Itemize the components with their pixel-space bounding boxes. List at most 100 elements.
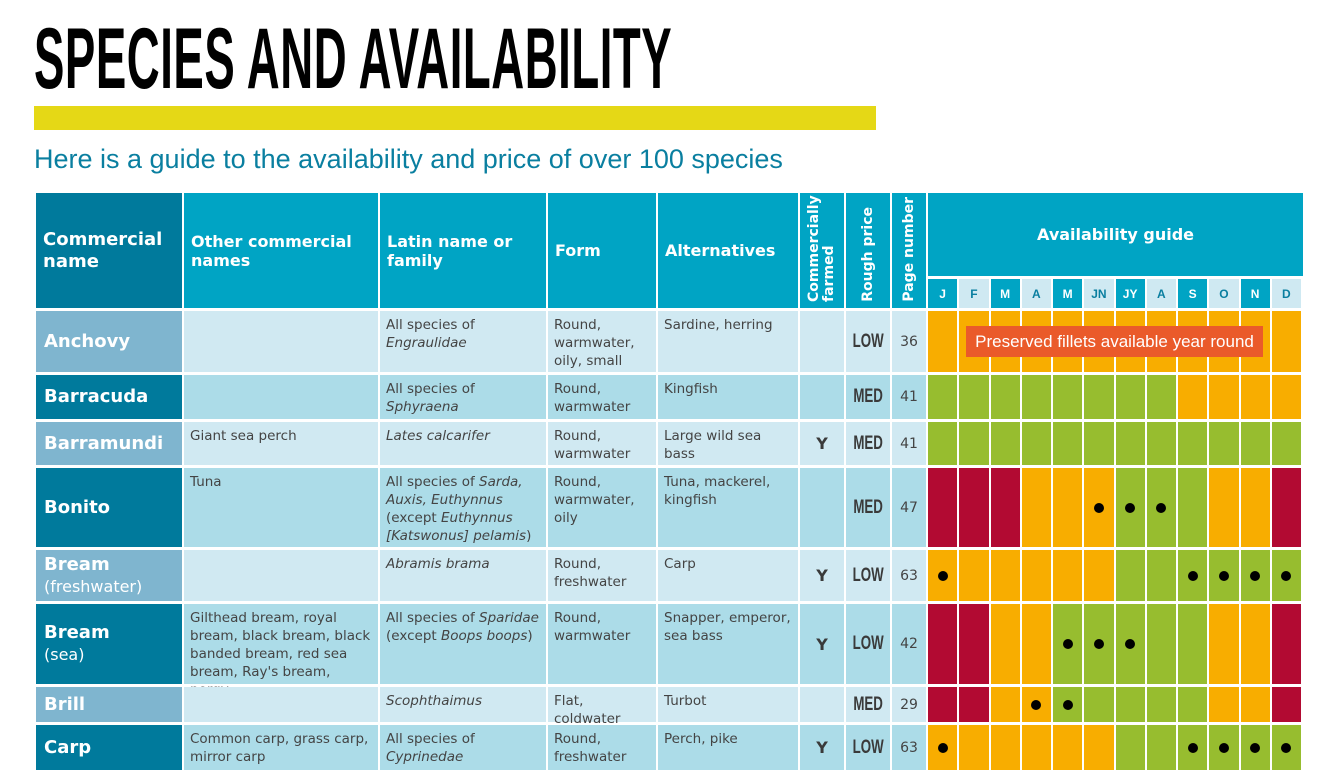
month-header-11: D bbox=[1271, 279, 1301, 308]
form-cell: Round, warmwater, oily bbox=[548, 468, 656, 547]
other-names-cell bbox=[184, 550, 378, 601]
availability-cell-JN bbox=[1084, 375, 1114, 419]
alternatives-cell: Large wild sea bass bbox=[658, 422, 798, 465]
availability-cell-A bbox=[1021, 468, 1051, 547]
month-header-7: A bbox=[1146, 279, 1176, 308]
availability-cell-F bbox=[959, 422, 989, 465]
availability-cell-F bbox=[959, 375, 989, 419]
availability-cell-M bbox=[990, 725, 1020, 770]
availability-cell-A bbox=[1146, 550, 1176, 601]
price-label: LOW bbox=[852, 564, 884, 586]
alternatives-cell: Snapper, emperor, sea bass bbox=[658, 604, 798, 684]
header-rough-price: Rough price bbox=[846, 193, 890, 308]
price-label: LOW bbox=[852, 330, 884, 352]
price-label: MED bbox=[853, 386, 883, 407]
availability-cell-D bbox=[1271, 550, 1301, 601]
peak-season-dot bbox=[1093, 502, 1104, 513]
availability-cell-N bbox=[1240, 604, 1270, 684]
availability-cell-D bbox=[1271, 725, 1301, 770]
other-names-cell: Common carp, grass carp, mirror carp bbox=[184, 725, 378, 770]
availability-cell-J bbox=[928, 468, 958, 547]
month-header-3: A bbox=[1021, 279, 1051, 308]
page-number-cell: 63 bbox=[892, 550, 926, 601]
alternatives-cell: Sardine, herring bbox=[658, 311, 798, 372]
price-label: MED bbox=[853, 432, 883, 454]
price-cell: LOW bbox=[846, 604, 890, 684]
peak-season-dot bbox=[937, 742, 948, 753]
availability-cell-A bbox=[1021, 550, 1051, 601]
availability-cell-A bbox=[1146, 687, 1176, 722]
header-commercial-name: Commercial name bbox=[36, 193, 182, 308]
form-cell: Round, freshwater bbox=[548, 550, 656, 601]
availability-cell-O bbox=[1209, 422, 1239, 465]
availability-cell-M bbox=[1053, 725, 1083, 770]
species-name: Brill bbox=[36, 687, 182, 722]
availability-cell-J bbox=[928, 375, 958, 419]
peak-season-dot bbox=[1031, 699, 1042, 710]
availability-cell-S bbox=[1178, 604, 1208, 684]
availability-cell-O bbox=[1209, 604, 1239, 684]
latin-name-cell: Abramis brama bbox=[380, 550, 546, 601]
header-commercially-farmed-label: Commercially farmed bbox=[806, 195, 837, 302]
availability-cell-J bbox=[928, 550, 958, 601]
latin-text: Sarda, Auxis, Euthynnus bbox=[386, 474, 523, 508]
other-names-cell: Gilthead bream, royal bream, black bream… bbox=[184, 604, 378, 698]
latin-text: (except bbox=[386, 628, 441, 644]
availability-cell-D bbox=[1271, 468, 1301, 547]
availability-cell-JN bbox=[1084, 687, 1114, 722]
availability-cell-JY bbox=[1115, 422, 1145, 465]
latin-text: Euthynnus [Katswonus] pelamis bbox=[386, 510, 527, 544]
availability-cell-J bbox=[928, 725, 958, 770]
peak-season-dot bbox=[1062, 639, 1073, 649]
latin-name-cell: All species of Engraulidae bbox=[380, 311, 546, 372]
availability-cell-N bbox=[1240, 422, 1270, 465]
availability-cell-M bbox=[1053, 375, 1083, 419]
species-name-label: Bonito bbox=[44, 496, 111, 518]
species-name-label: Bream bbox=[44, 553, 110, 575]
alternatives-cell: Tuna, mackerel, kingfish bbox=[658, 468, 798, 547]
price-label: MED bbox=[853, 693, 883, 715]
availability-cell-O bbox=[1209, 687, 1239, 722]
farmed-cell: Y bbox=[800, 725, 844, 770]
month-header-9: O bbox=[1209, 279, 1239, 308]
availability-cell-N bbox=[1240, 468, 1270, 547]
availability-cell-D bbox=[1271, 422, 1301, 465]
species-name: Bonito bbox=[36, 468, 182, 547]
alternatives-cell: Carp bbox=[658, 550, 798, 601]
species-name: Bream (freshwater) bbox=[36, 550, 182, 601]
latin-name-cell: All species of Sarda, Auxis, Euthynnus (… bbox=[380, 468, 546, 547]
latin-text: All species of bbox=[386, 381, 475, 397]
page-number-cell: 63 bbox=[892, 725, 926, 770]
availability-cell-JN bbox=[1084, 550, 1114, 601]
availability-cell-A bbox=[1146, 604, 1176, 684]
availability-cell-M bbox=[990, 550, 1020, 601]
availability-cell-S bbox=[1178, 422, 1208, 465]
peak-season-dot bbox=[1281, 570, 1292, 581]
month-header-8: S bbox=[1178, 279, 1208, 308]
availability-cell-F bbox=[959, 550, 989, 601]
latin-name-cell: Lates calcarifer bbox=[380, 422, 546, 465]
latin-text: Cyprinedae bbox=[386, 749, 464, 765]
peak-season-dot bbox=[1218, 570, 1229, 581]
availability-cell-M bbox=[1053, 604, 1083, 684]
page-number-cell: 42 bbox=[892, 604, 926, 684]
availability-cell-J bbox=[928, 687, 958, 722]
availability-cell-N bbox=[1240, 725, 1270, 770]
availability-cell-M bbox=[990, 687, 1020, 722]
latin-text: ) bbox=[527, 628, 533, 644]
other-names-cell: Tuna bbox=[184, 468, 378, 547]
availability-cell-O bbox=[1209, 375, 1239, 419]
availability-cell-JY bbox=[1115, 725, 1145, 770]
availability-cell-J bbox=[928, 422, 958, 465]
latin-text: All species of bbox=[386, 317, 475, 333]
other-names-cell bbox=[184, 311, 378, 372]
peak-season-dot bbox=[1250, 570, 1261, 581]
availability-note-banner: Preserved fillets available year round bbox=[966, 326, 1263, 357]
availability-cell-A bbox=[1146, 375, 1176, 419]
species-name-label: Barracuda bbox=[44, 386, 149, 407]
price-cell: MED bbox=[846, 468, 890, 547]
page-number-cell: 47 bbox=[892, 468, 926, 547]
availability-cell-J bbox=[928, 311, 958, 372]
availability-cell-O bbox=[1209, 468, 1239, 547]
availability-cell-A bbox=[1021, 687, 1051, 722]
